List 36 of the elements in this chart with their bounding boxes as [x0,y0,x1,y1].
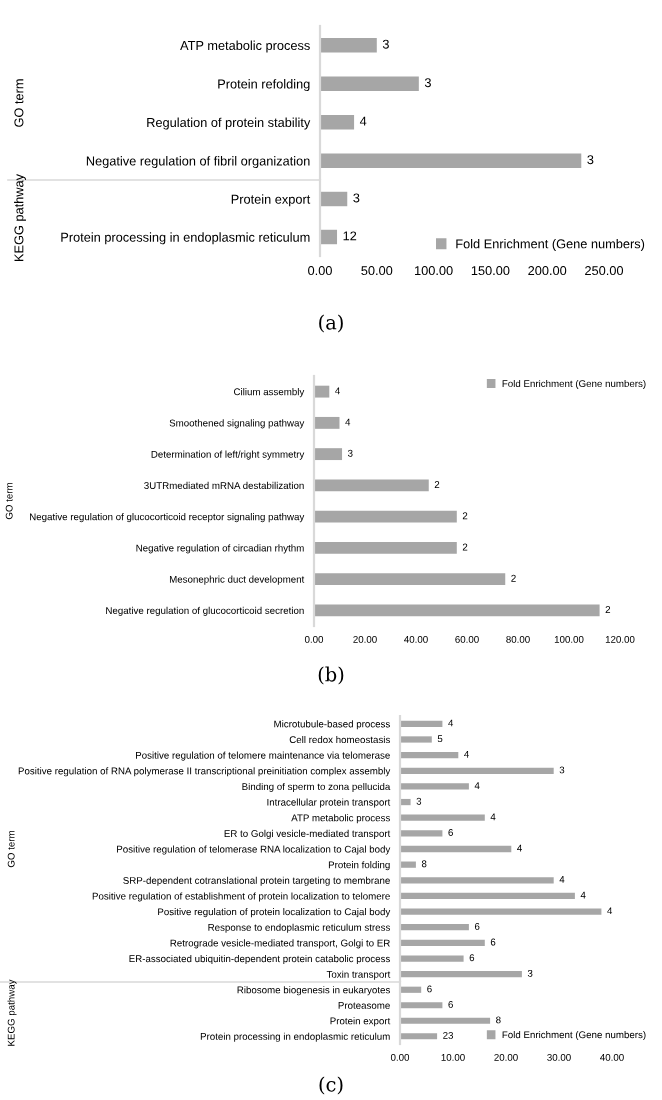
bar [314,416,340,429]
bar [314,573,506,586]
bar [400,955,464,962]
text: (b) [318,666,344,685]
bar [400,892,575,900]
bar [400,939,485,947]
bar [400,971,522,978]
bar [320,76,419,92]
bar [314,479,429,492]
bar [400,877,554,884]
bar [400,751,459,759]
bar [400,986,422,993]
bar [400,798,411,806]
text: (a) [319,314,343,333]
bar [400,1033,438,1040]
bar [400,736,432,743]
bar [400,861,416,868]
bar [314,510,457,523]
bar [400,1002,443,1009]
bar [400,908,602,915]
bar [314,604,600,617]
text: (c) [319,1076,343,1095]
bar [400,830,443,837]
bar [400,814,485,821]
bar [320,37,377,53]
bar [314,541,457,554]
bar [320,153,582,169]
bar [314,385,330,398]
bar [400,845,512,853]
bar [400,767,554,774]
bar [400,720,443,727]
bar [320,114,355,130]
bar [314,448,343,461]
bar [400,783,469,790]
bar [400,1017,491,1024]
bar [400,924,469,931]
